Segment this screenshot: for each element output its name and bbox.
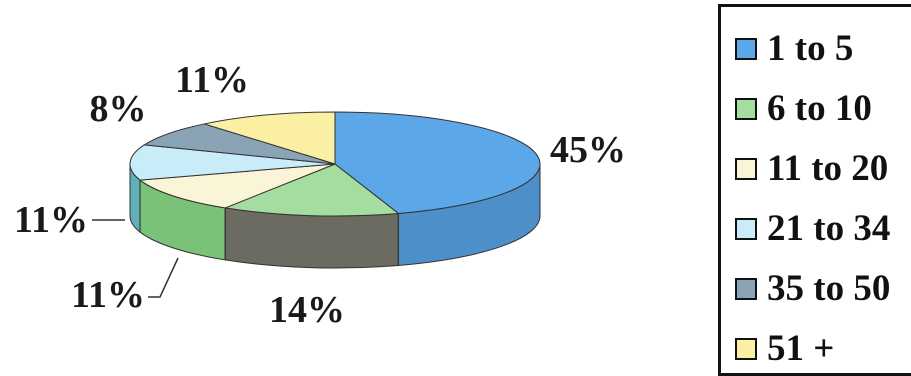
legend-label: 1 to 5 bbox=[767, 28, 854, 69]
legend-swatch bbox=[735, 337, 757, 360]
data-label: 11% bbox=[71, 274, 145, 316]
pie-slice bbox=[142, 123, 336, 165]
data-label: 45% bbox=[550, 129, 626, 171]
legend-swatch bbox=[735, 157, 757, 180]
legend-item: 6 to 10 bbox=[735, 87, 872, 130]
pie-slice bbox=[129, 144, 336, 181]
data-label: 11% bbox=[14, 199, 88, 241]
legend-swatch bbox=[735, 217, 757, 240]
legend-item: 21 to 34 bbox=[735, 207, 890, 250]
leader-line bbox=[148, 257, 179, 298]
data-label: 8% bbox=[90, 88, 147, 130]
data-label: 11% bbox=[175, 59, 249, 101]
legend-swatch bbox=[735, 97, 757, 120]
legend-item: 51 + bbox=[735, 327, 834, 370]
pie-slice bbox=[204, 111, 336, 165]
legend: 1 to 5 6 to 10 11 to 20 21 to 34 35 to 5… bbox=[718, 4, 911, 376]
legend-label: 35 to 50 bbox=[767, 268, 891, 309]
legend-item: 35 to 50 bbox=[735, 267, 890, 310]
pie-slice bbox=[334, 111, 541, 214]
legend-swatch bbox=[735, 37, 757, 60]
data-labels: 45% 14% 11% 11% 8% 11% bbox=[14, 59, 626, 331]
legend-label: 6 to 10 bbox=[767, 88, 872, 129]
legend-item: 11 to 20 bbox=[735, 147, 888, 190]
data-label: 14% bbox=[269, 289, 345, 331]
pie-sides bbox=[129, 163, 541, 269]
legend-label: 11 to 20 bbox=[767, 148, 889, 189]
legend-label: 51 + bbox=[767, 328, 835, 369]
pie-slice bbox=[138, 163, 336, 209]
pie-tops bbox=[129, 111, 541, 217]
pie-slice bbox=[223, 163, 400, 217]
legend-item: 1 to 5 bbox=[735, 27, 853, 70]
pie-slice-side bbox=[224, 207, 399, 269]
leader-lines bbox=[92, 219, 179, 298]
legend-label: 21 to 34 bbox=[767, 208, 891, 249]
legend-swatch bbox=[735, 277, 757, 300]
